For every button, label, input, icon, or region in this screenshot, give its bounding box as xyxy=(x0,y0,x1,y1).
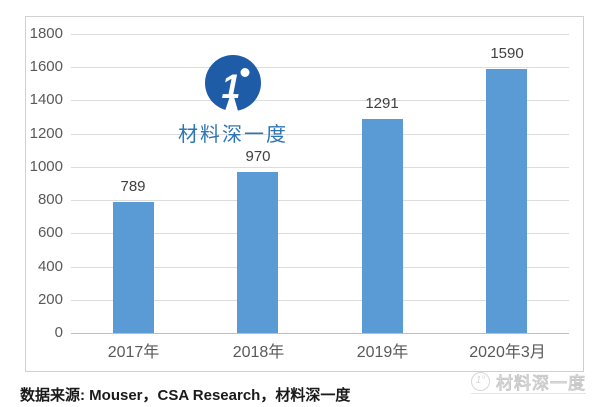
gridline xyxy=(71,267,569,268)
degree-dot-icon xyxy=(240,68,250,77)
gridline xyxy=(71,300,569,301)
bar xyxy=(486,69,527,333)
brand-logo-outline-icon: 1° xyxy=(471,371,490,391)
bottom-right-watermark: 1° 材料深一度 xyxy=(471,370,586,394)
source-note: 数据来源: Mouser，CSA Research，材料深一度 xyxy=(20,387,351,404)
bar xyxy=(237,172,278,333)
x-tick-label: 2018年 xyxy=(232,344,285,361)
y-tick-label: 200 xyxy=(37,291,63,308)
center-watermark: 1 材料深一度 xyxy=(171,55,295,147)
bar-value-label: 970 xyxy=(245,148,271,165)
bar-value-label: 789 xyxy=(120,178,146,195)
y-tick-label: 1400 xyxy=(29,91,63,108)
bar-value-label: 1291 xyxy=(365,95,399,112)
bar xyxy=(113,202,154,333)
x-tick-label: 2017年 xyxy=(107,344,160,361)
y-tick-label: 1600 xyxy=(29,58,63,75)
y-tick-label: 1200 xyxy=(29,125,63,142)
y-tick-label: 1800 xyxy=(29,25,63,42)
x-axis-line xyxy=(71,333,569,334)
brand-name-text: 材料深一度 xyxy=(178,124,288,146)
y-tick-label: 400 xyxy=(37,258,63,275)
y-tick-label: 600 xyxy=(37,224,63,241)
y-tick-label: 0 xyxy=(54,324,63,341)
gridline xyxy=(71,100,569,101)
bar-value-label: 1590 xyxy=(490,45,524,62)
bottom-watermark-text: 材料深一度 xyxy=(496,373,586,393)
gridline xyxy=(71,134,569,135)
gridline xyxy=(71,233,569,234)
gridline xyxy=(71,34,569,35)
y-tick-label: 800 xyxy=(37,191,63,208)
gridline xyxy=(71,167,569,168)
gridline xyxy=(71,200,569,201)
gridline xyxy=(71,67,569,68)
plot-area: 0 200 400 600 800 1000 1200 1400 1600 1800 789 2017… xyxy=(26,17,583,371)
y-tick-label: 1000 xyxy=(29,158,63,175)
logo-notch xyxy=(225,90,238,111)
bar xyxy=(362,119,403,333)
brand-logo-icon: 1 xyxy=(205,55,261,111)
chart-frame: 0 200 400 600 800 1000 1200 1400 1600 1800 789 2017… xyxy=(25,16,584,372)
logo-digit: 1 xyxy=(222,68,241,106)
x-tick-label: 2019年 xyxy=(356,344,409,361)
x-tick-label: 2020年3月 xyxy=(469,344,546,361)
